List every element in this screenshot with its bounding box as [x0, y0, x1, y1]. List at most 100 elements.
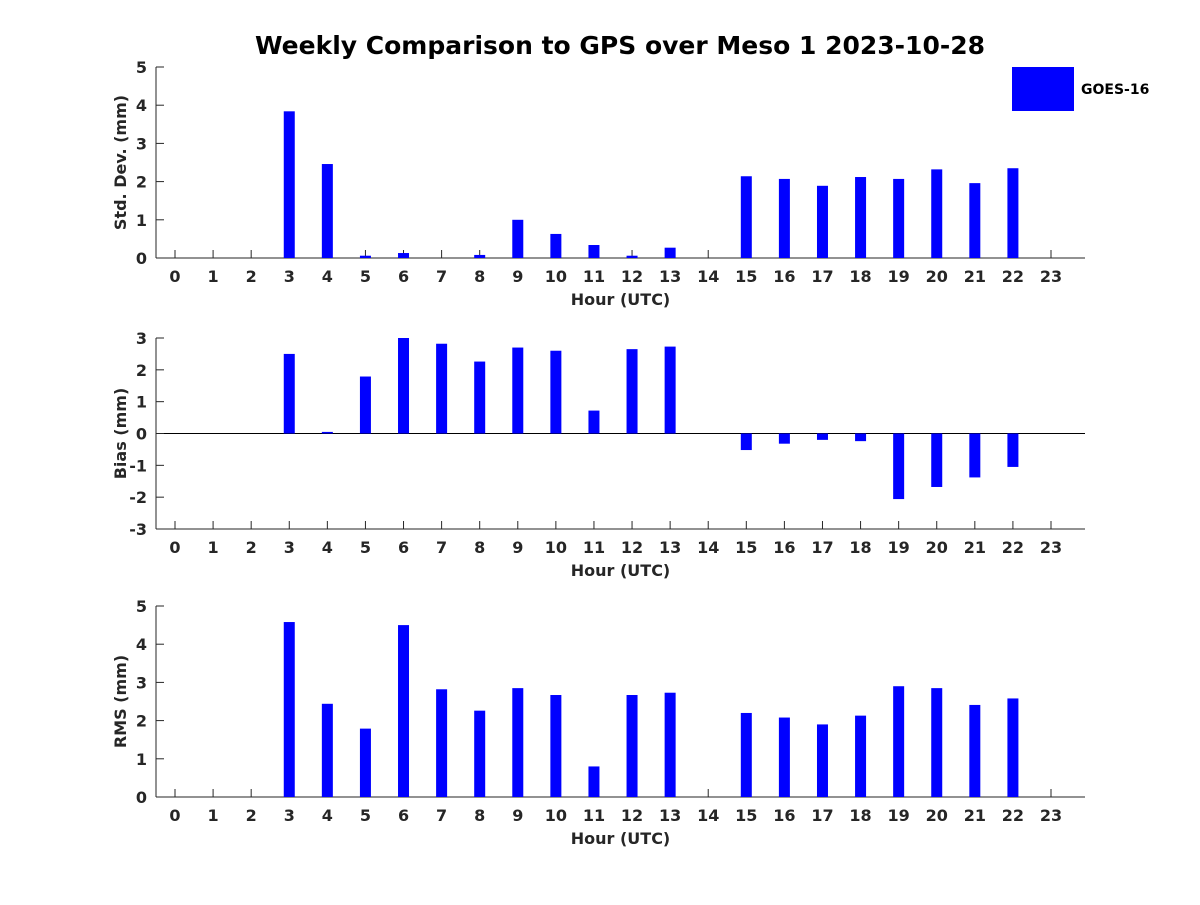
- legend-swatch: [1012, 67, 1074, 111]
- x-tick-label: 18: [849, 806, 871, 825]
- bar: [1007, 698, 1019, 797]
- y-tick-label: 2: [136, 712, 147, 731]
- bar: [436, 343, 448, 434]
- bar: [550, 695, 562, 797]
- bar: [588, 245, 600, 258]
- bar: [512, 688, 524, 797]
- x-tick-label: 20: [926, 538, 948, 557]
- bar: [550, 233, 562, 258]
- bar: [931, 169, 943, 258]
- x-tick-label: 21: [964, 538, 986, 557]
- x-tick-label: 15: [735, 538, 757, 557]
- y-tick-label: 0: [136, 425, 147, 444]
- x-tick-label: 4: [322, 538, 333, 557]
- x-tick-label: 10: [545, 806, 567, 825]
- x-tick-label: 7: [436, 806, 447, 825]
- x-tick-label: 6: [398, 538, 409, 557]
- bar: [931, 433, 943, 487]
- bar: [512, 219, 524, 258]
- y-axis-label: Std. Dev. (mm): [111, 95, 130, 230]
- x-tick-label: 19: [888, 538, 910, 557]
- x-tick-label: 7: [436, 538, 447, 557]
- bar: [626, 255, 638, 258]
- x-tick-label: 4: [322, 267, 333, 286]
- bar: [283, 111, 295, 258]
- bar: [283, 622, 295, 797]
- x-tick-label: 18: [849, 267, 871, 286]
- bar: [588, 410, 600, 434]
- bar: [855, 177, 867, 258]
- bar: [550, 350, 562, 434]
- x-tick-label: 0: [169, 267, 180, 286]
- x-tick-label: 5: [360, 267, 371, 286]
- x-tick-label: 12: [621, 267, 643, 286]
- y-tick-label: 2: [136, 173, 147, 192]
- bar: [626, 695, 638, 797]
- bar: [855, 715, 867, 797]
- y-axis-label: Bias (mm): [111, 388, 130, 480]
- bar: [283, 353, 295, 434]
- x-tick-label: 5: [360, 806, 371, 825]
- bar: [398, 253, 410, 258]
- bar: [816, 433, 828, 440]
- x-tick-label: 3: [284, 806, 295, 825]
- x-tick-label: 2: [246, 538, 257, 557]
- y-tick-label: 2: [136, 361, 147, 380]
- y-tick-label: 1: [136, 211, 147, 230]
- x-axis-label: Hour (UTC): [571, 290, 671, 309]
- bar: [740, 712, 752, 797]
- x-tick-label: 16: [773, 267, 795, 286]
- x-tick-label: 11: [583, 267, 605, 286]
- x-tick-label: 13: [659, 538, 681, 557]
- bar: [778, 717, 790, 797]
- y-tick-label: 5: [136, 597, 147, 616]
- x-tick-label: 2: [246, 806, 257, 825]
- x-tick-label: 3: [284, 538, 295, 557]
- x-tick-label: 3: [284, 267, 295, 286]
- x-tick-label: 1: [208, 538, 219, 557]
- y-tick-label: 3: [136, 134, 147, 153]
- x-tick-label: 14: [697, 806, 719, 825]
- bar: [588, 766, 600, 797]
- bar: [398, 625, 410, 797]
- bar: [359, 376, 371, 434]
- x-tick-label: 13: [659, 267, 681, 286]
- bar: [359, 728, 371, 797]
- x-tick-label: 22: [1002, 538, 1024, 557]
- bar: [512, 347, 524, 434]
- x-tick-label: 23: [1040, 267, 1062, 286]
- bar: [893, 686, 905, 797]
- x-tick-label: 6: [398, 267, 409, 286]
- y-tick-label: 4: [136, 96, 147, 115]
- bar: [816, 724, 828, 797]
- x-tick-label: 7: [436, 267, 447, 286]
- x-tick-label: 8: [474, 806, 485, 825]
- bar: [474, 361, 486, 434]
- x-tick-label: 23: [1040, 806, 1062, 825]
- bar: [664, 247, 676, 258]
- bar: [778, 178, 790, 258]
- x-tick-label: 21: [964, 267, 986, 286]
- x-tick-label: 11: [583, 806, 605, 825]
- bar: [664, 346, 676, 434]
- x-tick-label: 5: [360, 538, 371, 557]
- x-tick-label: 16: [773, 538, 795, 557]
- x-tick-label: 11: [583, 538, 605, 557]
- x-tick-label: 17: [811, 538, 833, 557]
- y-tick-label: -2: [129, 488, 147, 507]
- x-tick-label: 19: [888, 806, 910, 825]
- bar: [778, 433, 790, 444]
- x-tick-label: 16: [773, 806, 795, 825]
- bar: [740, 433, 752, 451]
- x-tick-label: 10: [545, 538, 567, 557]
- x-tick-label: 14: [697, 267, 719, 286]
- x-tick-label: 4: [322, 806, 333, 825]
- x-tick-label: 12: [621, 806, 643, 825]
- bar: [626, 349, 638, 434]
- x-tick-label: 22: [1002, 806, 1024, 825]
- x-tick-label: 0: [169, 806, 180, 825]
- x-tick-label: 12: [621, 538, 643, 557]
- x-tick-label: 20: [926, 806, 948, 825]
